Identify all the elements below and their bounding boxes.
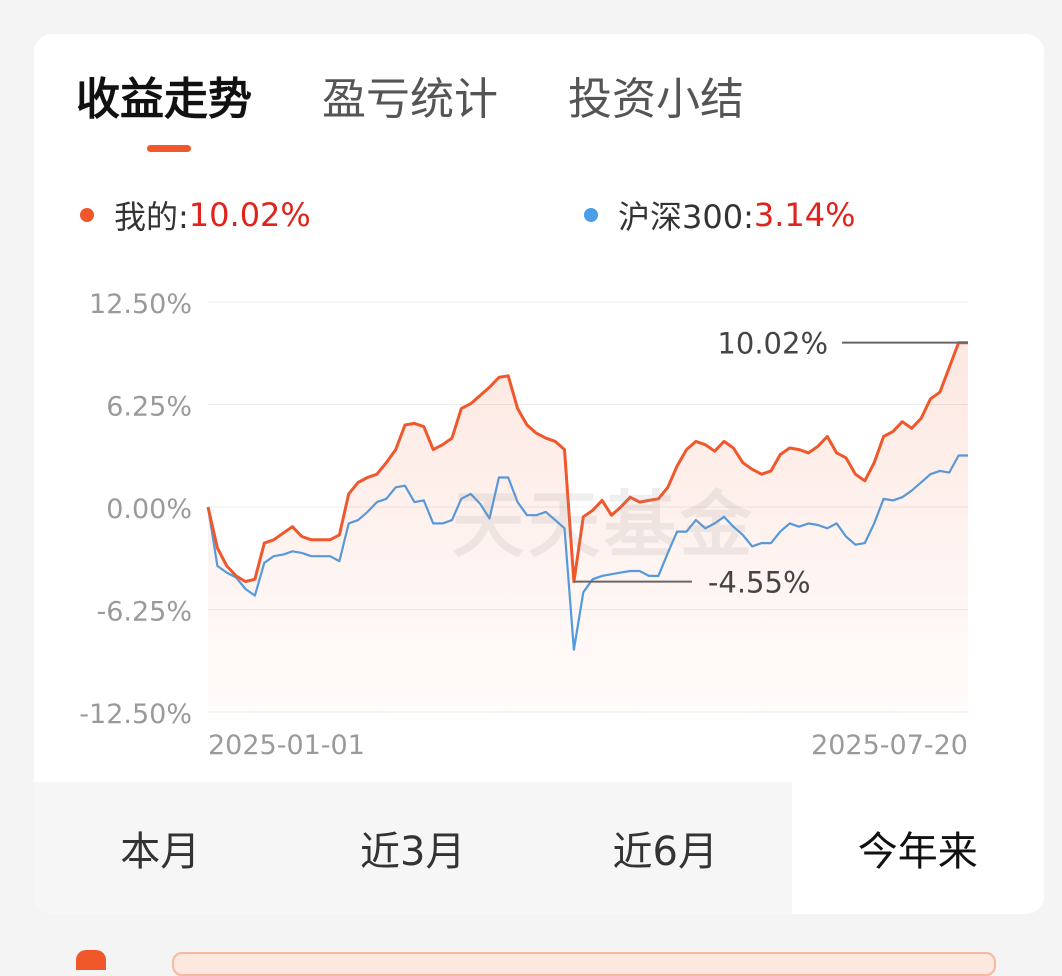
period-3-months[interactable]: 近3月 [360, 829, 466, 875]
legend-mine-value: 10.02% [188, 196, 311, 234]
legend-index: 沪深300: 3.14% [584, 192, 856, 238]
legend-mine: 我的: 10.02% [80, 192, 311, 238]
watermark: 天天基金 [452, 482, 757, 567]
series-line-mine [206, 341, 968, 584]
bottom-item-icon [76, 950, 106, 970]
bottom-banner[interactable] [172, 952, 996, 976]
y-tick-label: 6.25% [106, 392, 192, 423]
tab-profit-loss[interactable]: 盈亏统计 [322, 74, 498, 125]
max-marker-label: 10.02% [717, 327, 828, 361]
return-chart: 12.50% 6.25% 0.00% -6.25% -12.50% 2025-01-01 2… [79, 289, 968, 761]
legend-mine-dot [80, 208, 94, 222]
period-selector: 本月 近3月 近6月 今年来 [34, 782, 1044, 914]
min-marker-label: -4.55% [708, 566, 811, 600]
period-6-months[interactable]: 近6月 [612, 829, 718, 875]
y-tick-label: -12.50% [79, 699, 192, 730]
legend-index-value: 3.14% [753, 196, 856, 234]
period-this-month[interactable]: 本月 [120, 829, 201, 875]
y-tick-label: 0.00% [106, 494, 192, 525]
y-tick-label: 12.50% [89, 289, 192, 320]
legend-index-label: 沪深300: [618, 198, 754, 236]
legend-index-dot [584, 208, 598, 222]
legend-mine-label: 我的: [114, 198, 189, 236]
tab-investment-summary[interactable]: 投资小结 [568, 74, 744, 125]
chart-card: 收益走势 盈亏统计 投资小结 我的: 10.02% 沪深300: 3.14% 1… [34, 34, 1044, 914]
active-tab-indicator [147, 145, 191, 152]
x-tick-label: 2025-01-01 [208, 730, 365, 761]
series-area-mine [208, 342, 968, 712]
tab-bar: 收益走势 盈亏统计 投资小结 [76, 72, 744, 128]
x-tick-label: 2025-07-20 [811, 730, 968, 761]
period-ytd[interactable]: 今年来 [791, 782, 1044, 914]
tab-return-trend[interactable]: 收益走势 [76, 74, 252, 125]
y-tick-label: -6.25% [96, 597, 192, 628]
